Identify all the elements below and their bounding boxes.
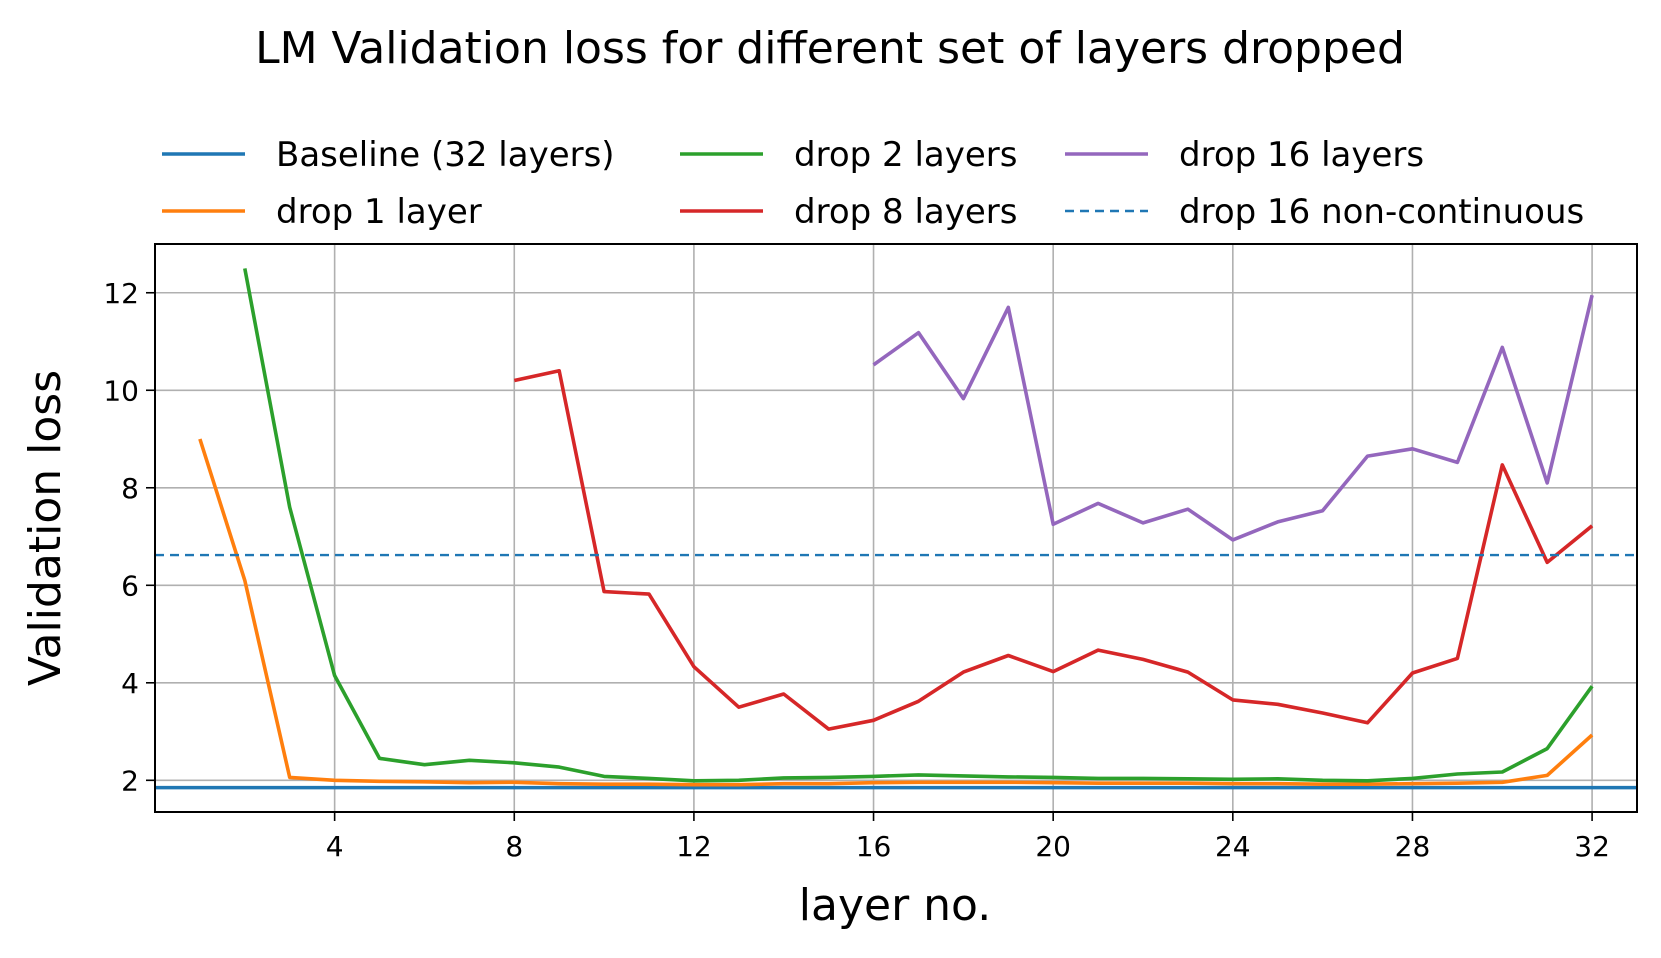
- x-tick-label: 20: [1035, 830, 1071, 863]
- y-axis: 2 4 6 8 10 12: [103, 277, 155, 797]
- legend-item: drop 2 layers: [680, 135, 1017, 175]
- x-tick-label: 24: [1215, 830, 1251, 863]
- series-drop-16-layers: [872, 294, 1594, 542]
- legend-item: drop 16 non-continuous: [1065, 192, 1584, 232]
- x-tick-label: 4: [326, 830, 344, 863]
- y-tick-label: 4: [121, 667, 139, 700]
- x-tick-label: 8: [505, 830, 523, 863]
- chart-title: LM Validation loss for different set of …: [255, 23, 1405, 74]
- y-tick-label: 6: [121, 569, 139, 602]
- legend-label: drop 8 layers: [794, 192, 1017, 232]
- legend-label: drop 16 non-continuous: [1179, 192, 1584, 232]
- legend-label: drop 1 layer: [276, 192, 482, 232]
- plot-frame: [154, 243, 1638, 813]
- legend-item: Baseline (32 layers): [162, 135, 615, 175]
- series-line: [513, 368, 1594, 731]
- grid: [155, 244, 1637, 812]
- series-drop-1-layer: [198, 438, 1594, 787]
- series-drop-8-layers: [513, 368, 1594, 731]
- legend-item: drop 16 layers: [1065, 135, 1424, 175]
- series-line: [243, 268, 1594, 783]
- x-tick-label: 12: [676, 830, 712, 863]
- legend-label: drop 2 layers: [794, 135, 1017, 175]
- x-axis-label: layer no.: [799, 880, 991, 931]
- y-tick-label: 12: [103, 277, 139, 310]
- series-drop-2-layers: [243, 268, 1594, 783]
- legend-item: drop 8 layers: [680, 192, 1017, 232]
- series-group: [155, 268, 1637, 790]
- series-line: [198, 438, 1594, 787]
- y-tick-label: 8: [121, 472, 139, 505]
- x-tick-label: 32: [1574, 830, 1610, 863]
- x-tick-label: 16: [856, 830, 892, 863]
- legend-label: Baseline (32 layers): [276, 135, 615, 175]
- x-tick-label: 28: [1395, 830, 1431, 863]
- legend-item: drop 1 layer: [162, 192, 482, 232]
- legend-label: drop 16 layers: [1179, 135, 1424, 175]
- series-line: [872, 294, 1594, 542]
- y-tick-label: 2: [121, 764, 139, 797]
- legend: Baseline (32 layers) drop 1 layer drop 2 l…: [162, 135, 1584, 232]
- y-axis-label: Validation loss: [20, 370, 71, 686]
- y-tick-label: 10: [103, 374, 139, 407]
- x-axis: 4 8 12 16 20 24 28 32: [326, 812, 1610, 863]
